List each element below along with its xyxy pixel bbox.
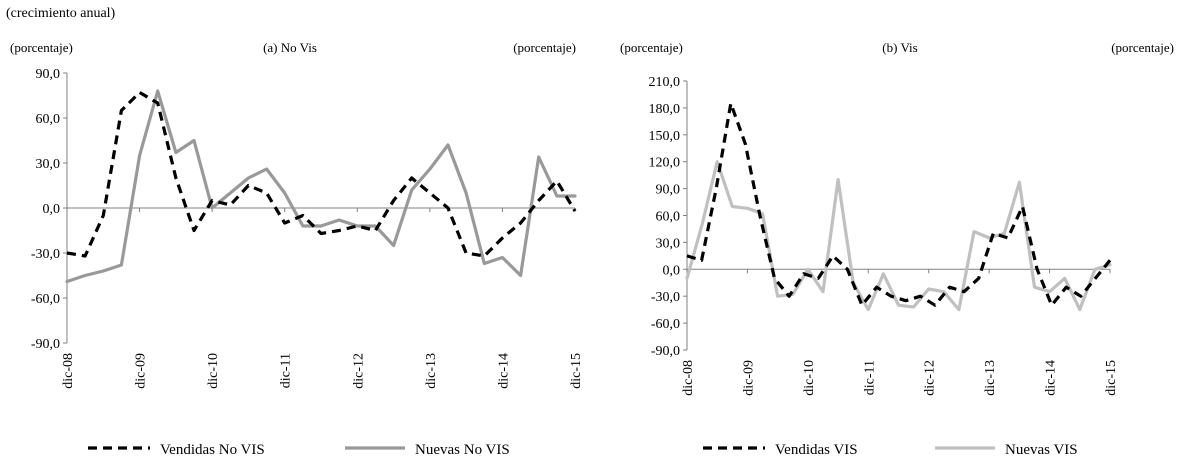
x-tick-label: dic-15 bbox=[1104, 360, 1119, 396]
y-tick-label: 60,0 bbox=[656, 210, 681, 225]
x-tick-label: dic-15 bbox=[569, 353, 584, 389]
y-tick-label: 60,0 bbox=[36, 112, 61, 127]
x-tick-label: dic-14 bbox=[496, 353, 511, 389]
legend-label: Vendidas No VIS bbox=[160, 442, 265, 458]
legend-label: Nuevas VIS bbox=[1005, 442, 1078, 458]
x-tick-label: dic-12 bbox=[351, 353, 366, 389]
y-tick-label: -90,0 bbox=[31, 337, 60, 352]
y-tick-label: 0,0 bbox=[43, 202, 61, 217]
x-tick-label: dic-09 bbox=[741, 360, 756, 396]
series-line-nuevas-vis bbox=[685, 160, 1112, 312]
x-tick-label: dic-08 bbox=[681, 360, 696, 396]
chart-panel-b: (b) Vis (porcentaje) (porcentaje) -90,0 -60,… bbox=[620, 40, 1174, 458]
y-tick-label: -60,0 bbox=[651, 317, 680, 332]
series-line-vendidas-no-vis bbox=[66, 90, 577, 258]
x-tick-label: dic-14 bbox=[1044, 360, 1059, 396]
x-tick-label: dic-12 bbox=[923, 360, 938, 396]
x-tick-label: dic-13 bbox=[424, 353, 439, 389]
x-tick-label: dic-11 bbox=[279, 353, 294, 388]
y-tick-label: 180,0 bbox=[649, 102, 681, 117]
series-line-vendidas-vis bbox=[686, 101, 1112, 307]
y-tick-label: 210,0 bbox=[649, 75, 681, 90]
y-tick-label: 0,0 bbox=[663, 263, 681, 278]
right-unit-label: (porcentaje) bbox=[513, 40, 576, 55]
x-tick-label: dic-08 bbox=[61, 353, 76, 389]
chart-title: (b) Vis bbox=[882, 40, 917, 55]
chart-title: (a) No Vis bbox=[263, 40, 317, 55]
left-unit-label: (porcentaje) bbox=[620, 40, 683, 55]
y-tick-label: -90,0 bbox=[651, 344, 680, 359]
y-tick-label: 150,0 bbox=[649, 129, 681, 144]
y-tick-label: -30,0 bbox=[31, 247, 60, 262]
figure-note: (crecimiento anual) bbox=[6, 6, 116, 21]
y-tick-label: 120,0 bbox=[649, 156, 681, 171]
y-tick-label: 90,0 bbox=[36, 67, 61, 82]
x-tick-label: dic-09 bbox=[134, 353, 149, 389]
legend-label: Vendidas VIS bbox=[775, 442, 858, 458]
left-unit-label: (porcentaje) bbox=[10, 40, 73, 55]
chart-panel-a: (a) No Vis (porcentaje) (porcentaje) -90,0 -… bbox=[10, 40, 584, 458]
y-tick-label: 30,0 bbox=[36, 157, 61, 172]
right-unit-label: (porcentaje) bbox=[1111, 40, 1174, 55]
y-tick-label: -30,0 bbox=[651, 290, 680, 305]
x-tick-label: dic-11 bbox=[862, 360, 877, 395]
legend-label: Nuevas No VIS bbox=[415, 442, 510, 458]
y-tick-label: 90,0 bbox=[656, 183, 681, 198]
y-tick-label: 30,0 bbox=[656, 236, 681, 251]
series-line-nuevas-no-vis bbox=[65, 89, 577, 284]
y-tick-label: -60,0 bbox=[31, 292, 60, 307]
x-tick-label: dic-10 bbox=[206, 353, 221, 389]
x-tick-label: dic-13 bbox=[983, 360, 998, 396]
x-tick-label: dic-10 bbox=[802, 360, 817, 396]
